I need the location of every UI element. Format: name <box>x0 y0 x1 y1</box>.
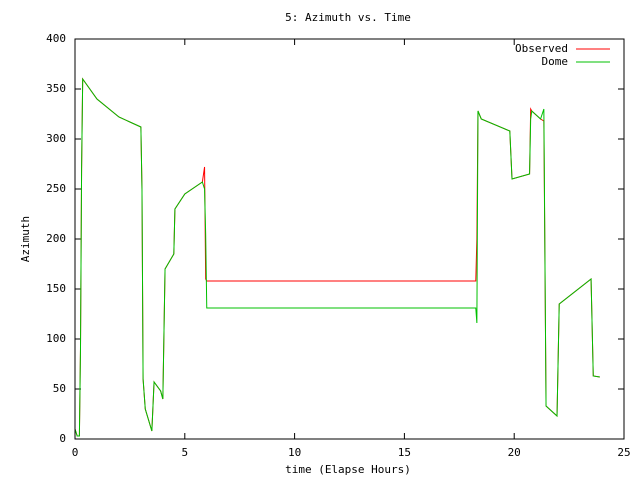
legend-label: Observed <box>515 42 568 55</box>
legend-label: Dome <box>542 55 569 68</box>
y-tick-label: 250 <box>46 182 66 195</box>
x-tick-label: 0 <box>72 446 79 459</box>
x-axis-label: time (Elapse Hours) <box>285 463 411 476</box>
x-tick-label: 10 <box>288 446 301 459</box>
plot-border <box>74 38 625 440</box>
chart-title: 5: Azimuth vs. Time <box>285 11 411 24</box>
y-tick-label: 200 <box>46 232 66 245</box>
y-tick-label: 300 <box>46 132 66 145</box>
x-tick-label: 25 <box>617 446 630 459</box>
y-tick-label: 100 <box>46 332 66 345</box>
y-tick-label: 50 <box>53 382 66 395</box>
x-tick-label: 5 <box>181 446 188 459</box>
y-tick-label: 400 <box>46 32 66 45</box>
x-tick-label: 15 <box>398 446 411 459</box>
y-tick-label: 350 <box>46 82 66 95</box>
y-tick-label: 0 <box>59 432 66 445</box>
y-tick-label: 150 <box>46 282 66 295</box>
data-line <box>74 77 600 437</box>
y-axis-label: Azimuth <box>19 216 32 262</box>
x-tick-label: 20 <box>508 446 521 459</box>
